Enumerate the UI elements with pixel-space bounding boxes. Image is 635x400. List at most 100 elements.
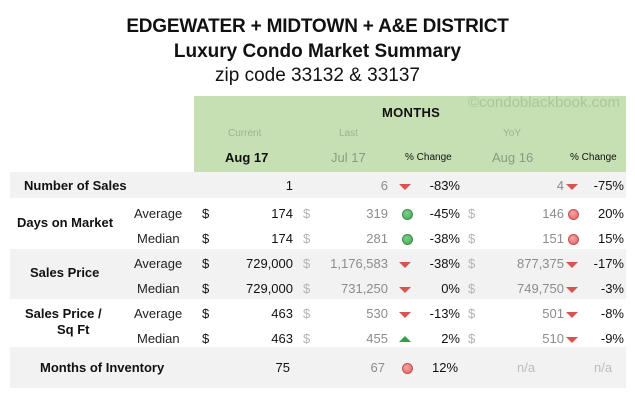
band-sales bbox=[10, 172, 626, 198]
triangle-up-icon bbox=[399, 336, 411, 342]
triangle-down-icon bbox=[399, 287, 411, 293]
pct-change-1: 12% bbox=[432, 360, 459, 375]
currency: $ bbox=[468, 206, 476, 221]
stat-label: Average bbox=[134, 256, 183, 271]
table-row-sp-average: Average $ 729,000 $ 1,176,583 -38% $ 877… bbox=[10, 256, 626, 281]
last-sublabel: Last bbox=[339, 128, 358, 139]
last-value: 1,176,583 bbox=[330, 256, 388, 271]
table-row-sp-median: Median $ 729,000 $ 731,250 0% $ 749,750 … bbox=[10, 281, 626, 306]
pct-change-2: -3% bbox=[600, 281, 624, 296]
currency: $ bbox=[468, 281, 476, 296]
triangle-down-icon bbox=[399, 262, 411, 268]
months-label: MONTHS bbox=[382, 105, 441, 120]
stat-label: Median bbox=[137, 331, 180, 346]
yoy-value: 510 bbox=[542, 331, 564, 346]
current-value: 463 bbox=[271, 306, 293, 321]
yoy-value: 151 bbox=[542, 231, 564, 246]
green-dot-icon bbox=[402, 209, 413, 220]
pct-change-1: -13% bbox=[429, 306, 460, 321]
pct-change-2: -8% bbox=[600, 306, 624, 321]
red-dot-icon bbox=[568, 209, 579, 220]
pct-change-header-2: % Change bbox=[570, 152, 617, 163]
group-label-days-on-market: Days on Market bbox=[17, 215, 114, 230]
current-value: 729,000 bbox=[246, 256, 293, 271]
last-value: 6 bbox=[380, 178, 388, 193]
table-row-psf-average: Average $ 463 $ 530 -13% $ 501 -8% bbox=[10, 306, 626, 331]
triangle-down-icon bbox=[399, 312, 411, 318]
row-label: Months of Inventory bbox=[40, 360, 165, 375]
stat-label: Average bbox=[134, 306, 183, 321]
table-row-number-of-sales: Number of Sales 1 6 -83% 4 -75% bbox=[10, 178, 626, 203]
stat-label: Average bbox=[134, 206, 183, 221]
currency: $ bbox=[202, 331, 210, 346]
yoy-value: 877,375 bbox=[517, 256, 564, 271]
current-sublabel: Current bbox=[228, 128, 262, 139]
triangle-down-icon bbox=[566, 262, 578, 268]
currency: $ bbox=[303, 206, 311, 221]
current-value: 463 bbox=[271, 331, 293, 346]
watermark: ©condoblackbook.com bbox=[468, 94, 620, 111]
triangle-down-icon bbox=[399, 184, 411, 190]
pct-change-header-1: % Change bbox=[405, 152, 452, 163]
currency: $ bbox=[468, 231, 476, 246]
pct-change-2: 20% bbox=[597, 206, 624, 221]
report-subtitle: Luxury Condo Market Summary bbox=[173, 41, 462, 62]
currency: $ bbox=[303, 231, 311, 246]
pct-change-1: -38% bbox=[429, 256, 460, 271]
current-value: 75 bbox=[275, 360, 290, 375]
current-value: 174 bbox=[271, 206, 293, 221]
last-value: 530 bbox=[366, 306, 388, 321]
currency: $ bbox=[202, 281, 210, 296]
current-value: 1 bbox=[285, 178, 293, 193]
red-dot-icon bbox=[402, 363, 413, 374]
current-value: 729,000 bbox=[246, 281, 293, 296]
pct-change-1: 0% bbox=[441, 281, 460, 296]
currency: $ bbox=[303, 331, 311, 346]
table-row-dom-average: Average $ 174 $ 319 -45% $ 146 20% bbox=[10, 206, 626, 231]
currency: $ bbox=[202, 256, 210, 271]
currency: $ bbox=[303, 306, 311, 321]
stat-label: Median bbox=[137, 231, 180, 246]
yoy-period: Aug 16 bbox=[492, 150, 534, 165]
yoy-value: 501 bbox=[542, 306, 564, 321]
table-row-dom-median: Median $ 174 $ 281 -38% $ 151 15% bbox=[10, 231, 626, 256]
pct-change-2: -9% bbox=[600, 331, 624, 346]
red-dot-icon bbox=[568, 234, 579, 245]
pct-change-1: 2% bbox=[441, 331, 460, 346]
table-row-months-of-inventory: Months of Inventory 75 67 12% n/a n/a bbox=[10, 360, 626, 385]
yoy-sublabel: YoY bbox=[503, 128, 521, 139]
currency: $ bbox=[202, 306, 210, 321]
report-title: EDGEWATER + MIDTOWN + A&E DISTRICT bbox=[126, 16, 509, 37]
pct-change-1: -83% bbox=[429, 178, 460, 193]
currency: $ bbox=[468, 331, 476, 346]
months-header bbox=[194, 96, 626, 172]
yoy-value: 749,750 bbox=[517, 281, 564, 296]
triangle-down-icon bbox=[566, 287, 578, 293]
table-row-psf-median: Median $ 463 $ 455 2% $ 510 -9% bbox=[10, 331, 626, 356]
last-value: 455 bbox=[366, 331, 388, 346]
pct-change-2: n/a bbox=[594, 360, 613, 375]
currency: $ bbox=[468, 256, 476, 271]
current-value: 174 bbox=[271, 231, 293, 246]
group-label-sales-price: Sales Price bbox=[30, 265, 100, 280]
pct-change-1: -45% bbox=[429, 206, 460, 221]
last-value: 67 bbox=[370, 360, 385, 375]
stat-label: Median bbox=[137, 281, 180, 296]
pct-change-2: -17% bbox=[593, 256, 624, 271]
last-period: Jul 17 bbox=[331, 150, 366, 165]
band-inventory bbox=[10, 347, 626, 388]
yoy-value: 4 bbox=[556, 178, 564, 193]
pct-change-1: -38% bbox=[429, 231, 460, 246]
currency: $ bbox=[468, 306, 476, 321]
triangle-down-icon bbox=[566, 312, 578, 318]
pct-change-2: 15% bbox=[597, 231, 624, 246]
triangle-down-icon bbox=[566, 337, 578, 343]
zip-codes: zip code 33132 & 33137 bbox=[215, 65, 420, 86]
triangle-down-icon bbox=[566, 184, 578, 190]
currency: $ bbox=[303, 256, 311, 271]
group-label-price-per-sqft-line2: Sq Ft bbox=[57, 322, 90, 337]
band-sales-price bbox=[10, 249, 626, 299]
current-period: Aug 17 bbox=[225, 150, 269, 165]
currency: $ bbox=[303, 281, 311, 296]
currency: $ bbox=[202, 206, 210, 221]
